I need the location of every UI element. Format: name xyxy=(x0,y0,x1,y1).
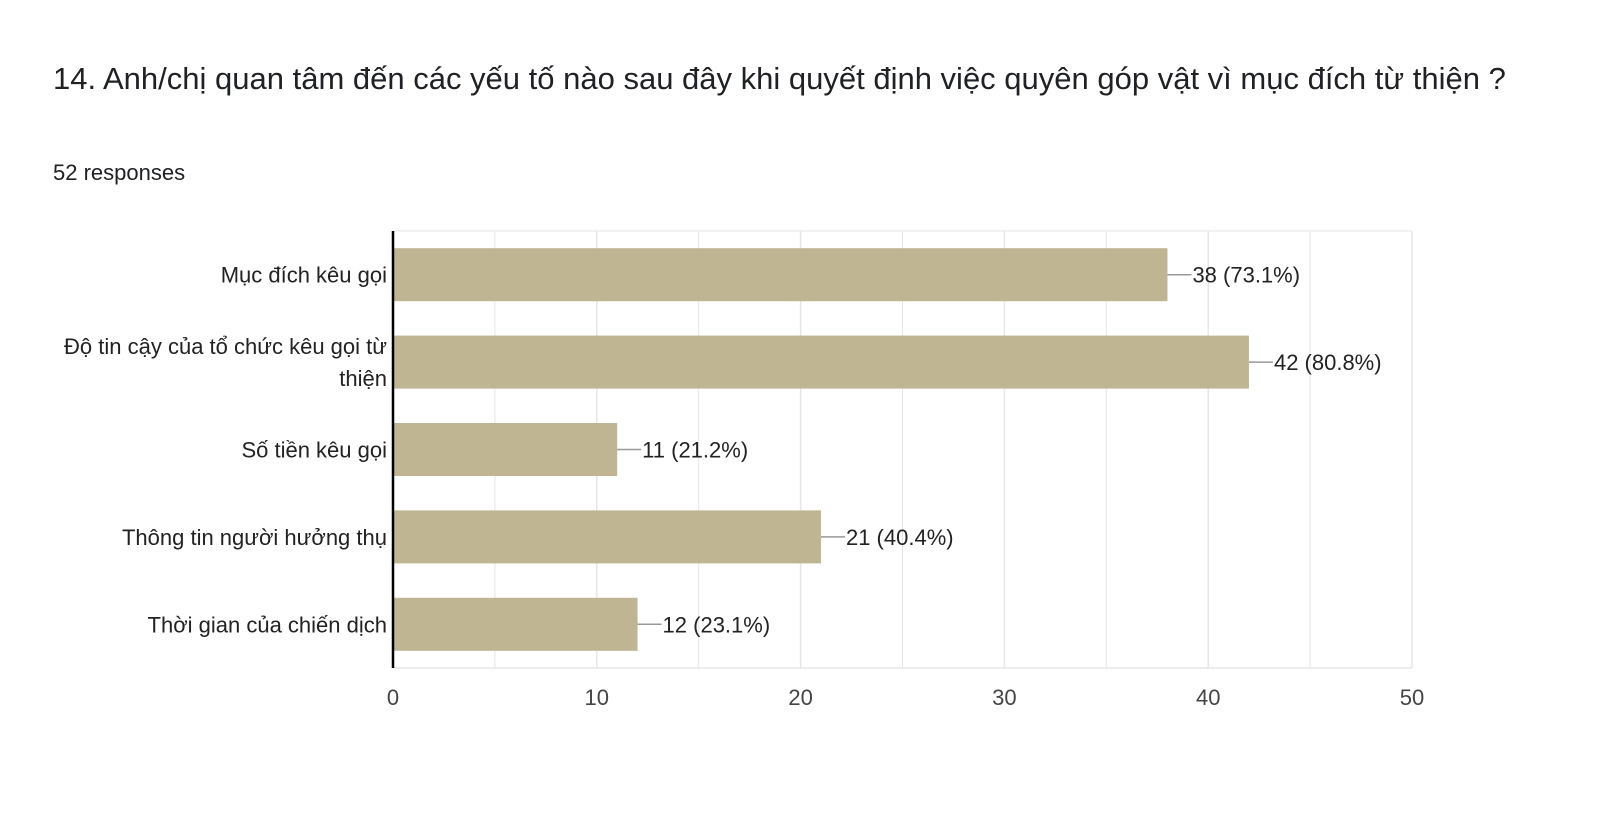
bars xyxy=(393,248,1273,651)
category-label: Số tiền kêu gọi xyxy=(241,438,387,463)
x-tick-label: 10 xyxy=(585,685,609,710)
category-label: Thời gian của chiến dịch xyxy=(148,612,387,637)
x-tick-label: 0 xyxy=(387,685,399,710)
x-tick-label: 20 xyxy=(788,685,812,710)
category-label: thiện xyxy=(339,366,387,391)
grid-lines xyxy=(393,230,1413,669)
data-label: 12 (23.1%) xyxy=(663,612,771,637)
question-title: 14. Anh/chị quan tâm đến các yếu tố nào … xyxy=(53,61,1506,96)
category-label: Độ tin cậy của tổ chức kêu gọi từ xyxy=(64,334,387,359)
bar xyxy=(393,248,1168,302)
response-count: 52 responses xyxy=(53,160,186,185)
category-label: Mục đích kêu gọi xyxy=(221,263,387,288)
data-label: 11 (21.2%) xyxy=(642,438,748,463)
x-tick-label: 40 xyxy=(1196,685,1220,710)
x-tick-label: 50 xyxy=(1400,685,1424,710)
bar xyxy=(393,335,1249,389)
bar xyxy=(393,510,821,564)
category-label: Thông tin người hưởng thụ xyxy=(122,525,387,550)
bar xyxy=(393,423,618,476)
data-label: 42 (80.8%) xyxy=(1274,350,1382,375)
data-label: 21 (40.4%) xyxy=(846,525,954,550)
data-label: 38 (73.1%) xyxy=(1192,263,1300,288)
bar xyxy=(393,597,638,651)
labels: 0 10 20 30 40 50 38 (73.1%) Mục đích kêu gọi 42 … xyxy=(64,231,1424,710)
x-tick-label: 30 xyxy=(992,685,1016,710)
